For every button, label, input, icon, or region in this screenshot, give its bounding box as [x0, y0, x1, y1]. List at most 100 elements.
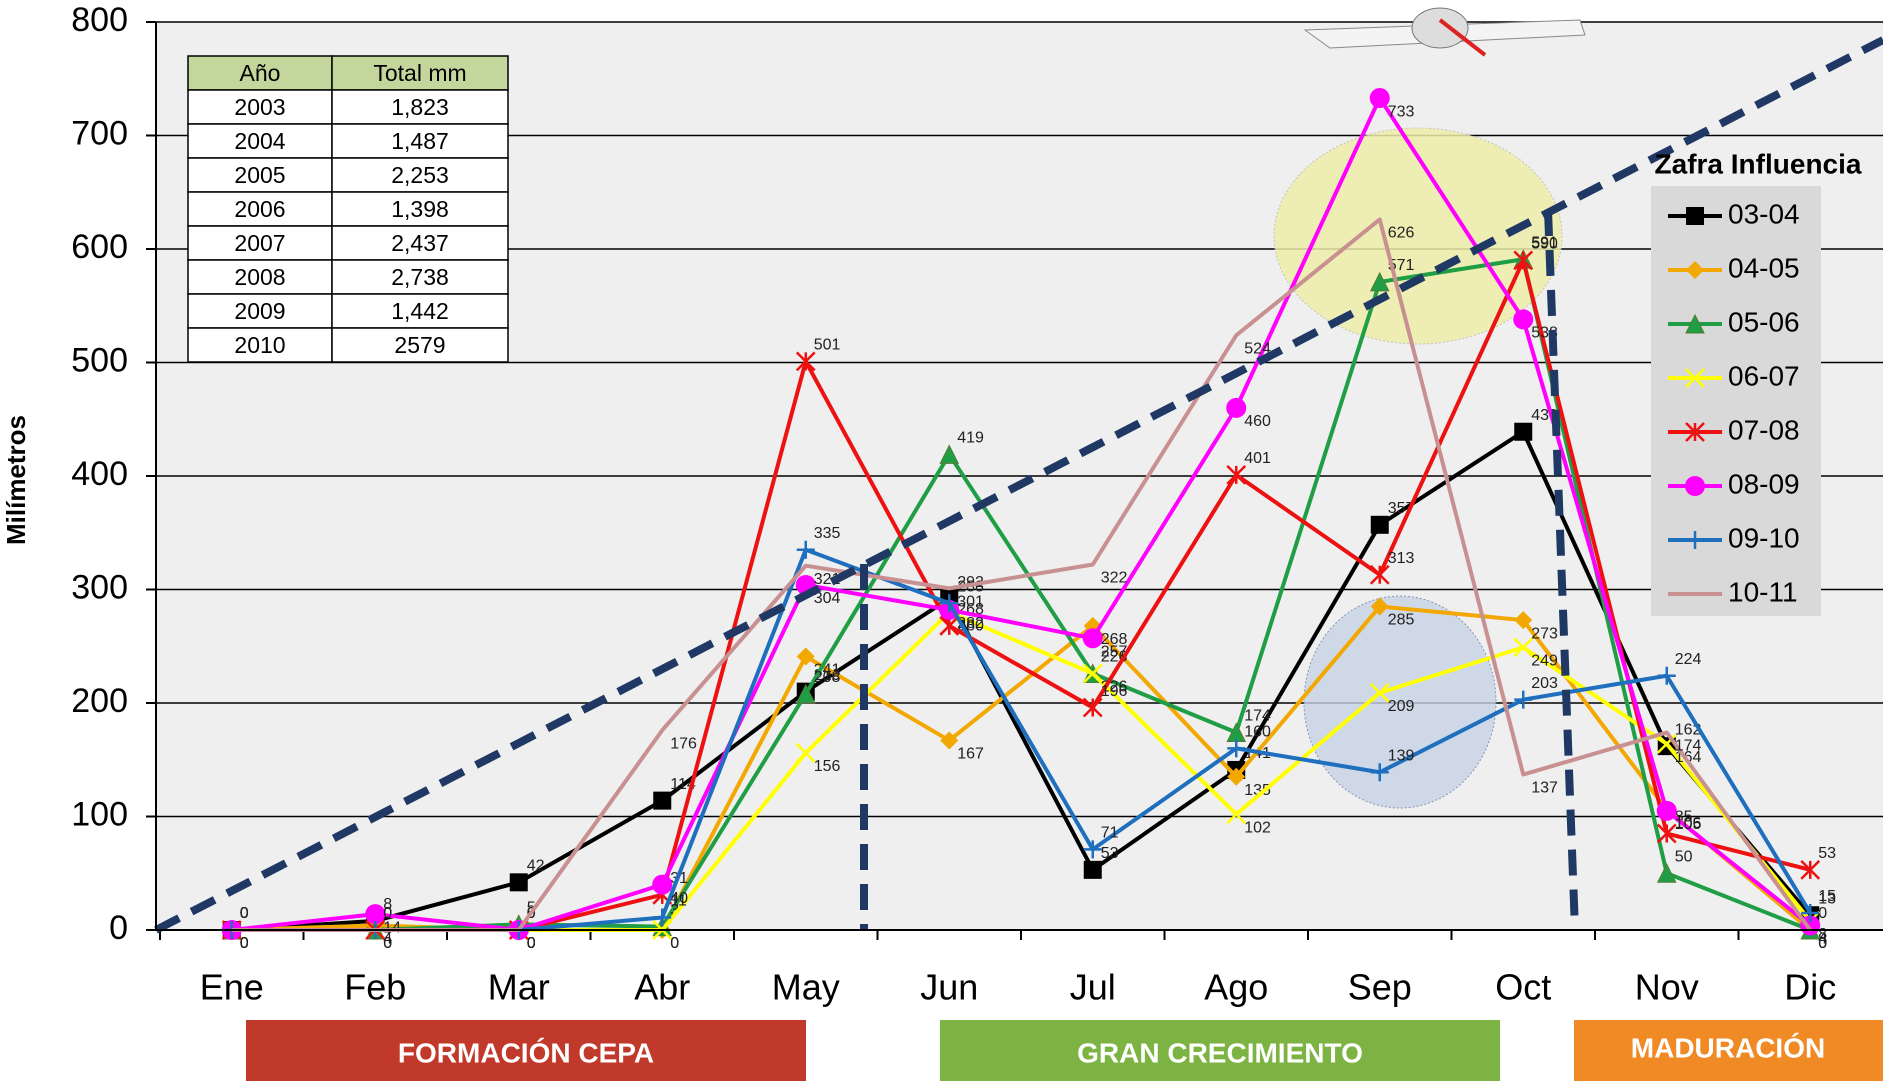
table-cell	[331, 89, 509, 125]
marker	[940, 594, 959, 613]
marker	[1226, 397, 1247, 418]
marker	[1685, 422, 1705, 442]
data-label: 167	[957, 746, 984, 763]
y-tick-label: 600	[71, 228, 128, 266]
marker	[796, 540, 815, 559]
data-label: 53	[1101, 845, 1119, 862]
legend-label: 08-09	[1728, 468, 1800, 499]
marker	[1226, 464, 1247, 485]
legend-item: 04-05	[1668, 252, 1800, 283]
marker	[1514, 611, 1533, 630]
legend-label: 10-11	[1728, 576, 1798, 607]
marker	[1801, 903, 1820, 922]
table-value: 1,487	[391, 128, 449, 154]
phase-bar	[940, 1020, 1500, 1081]
x-tick-label: Feb	[344, 967, 406, 1008]
data-label: 174	[1244, 708, 1271, 725]
data-label: 0	[383, 935, 392, 952]
marker	[1513, 309, 1534, 330]
marker	[1656, 863, 1677, 883]
marker	[1657, 666, 1676, 685]
marker	[1513, 250, 1534, 271]
data-label: 3	[670, 902, 679, 919]
marker	[1685, 313, 1705, 334]
y-tick-label: 200	[71, 682, 128, 720]
marker	[1369, 564, 1390, 585]
table-cell	[331, 293, 509, 329]
y-tick-label: 100	[71, 795, 128, 833]
data-label: 273	[1531, 625, 1558, 642]
data-label: 71	[1101, 825, 1119, 842]
data-label: 15	[1818, 888, 1836, 905]
data-label: 14	[383, 919, 401, 936]
phase-label: MADURACIÓN	[1631, 1032, 1825, 1063]
data-label: 102	[1244, 819, 1271, 836]
data-label: 419	[957, 430, 984, 447]
data-label: 733	[1388, 103, 1415, 120]
data-label: 53	[1818, 845, 1836, 862]
legend-title: Zafra Influencia	[1655, 148, 1862, 179]
data-label: 257	[1101, 644, 1128, 661]
marker	[1369, 271, 1390, 292]
marker	[939, 444, 960, 464]
marker	[1686, 207, 1704, 225]
marker	[1656, 800, 1677, 821]
data-label: 301	[957, 594, 984, 611]
data-label: 42	[527, 858, 545, 875]
series-line	[231, 429, 1812, 932]
data-label: 0	[1818, 935, 1827, 952]
marker	[1800, 859, 1821, 880]
table-value: 1,398	[391, 196, 449, 222]
data-label: 313	[1388, 550, 1415, 567]
x-tick-label: Mar	[488, 967, 550, 1008]
data-label: 591	[1531, 234, 1558, 251]
table-value: 2008	[234, 264, 285, 290]
marker	[1370, 597, 1389, 616]
data-label: 0	[383, 905, 392, 922]
marker	[1514, 422, 1533, 441]
marker	[1083, 840, 1102, 859]
data-label: 0	[240, 905, 249, 922]
data-label: 106	[1675, 815, 1702, 832]
data-label: 137	[1531, 780, 1558, 797]
marker	[1656, 823, 1677, 844]
marker	[1082, 663, 1103, 684]
data-label: 0	[240, 935, 249, 952]
data-label: 208	[814, 669, 841, 686]
data-label: 8	[383, 896, 392, 913]
data-label: 0	[383, 935, 392, 952]
data-label: 524	[1244, 340, 1271, 357]
table-value: 2006	[234, 196, 285, 222]
table-cell	[187, 89, 333, 125]
data-label: 176	[670, 735, 697, 752]
marker	[1685, 476, 1705, 496]
trend-line	[154, 36, 1883, 934]
data-label: 0	[240, 935, 249, 952]
x-tick-label: Oct	[1495, 967, 1551, 1008]
x-tick-label: May	[772, 967, 840, 1008]
data-label: 0	[240, 905, 249, 922]
phase-bar	[246, 1020, 806, 1081]
marker	[1685, 368, 1705, 388]
data-label: 0	[240, 935, 249, 952]
table-value: 2004	[234, 128, 285, 154]
marker	[1369, 682, 1390, 703]
data-label: 0	[670, 935, 679, 952]
legend-item: 09-10	[1668, 522, 1800, 553]
legend-item: 10-11	[1668, 576, 1798, 607]
data-label: 174	[1675, 738, 1702, 755]
marker	[653, 791, 672, 810]
legend-label: 03-04	[1728, 198, 1800, 229]
table-value: 2010	[234, 332, 285, 358]
table-value: 2,738	[391, 264, 449, 290]
data-label: 40	[670, 890, 688, 907]
data-label: 322	[1101, 570, 1128, 587]
data-label: 0	[240, 905, 249, 922]
x-tick-label: Ene	[200, 967, 264, 1008]
marker	[1082, 628, 1103, 649]
data-label: 304	[814, 590, 841, 607]
